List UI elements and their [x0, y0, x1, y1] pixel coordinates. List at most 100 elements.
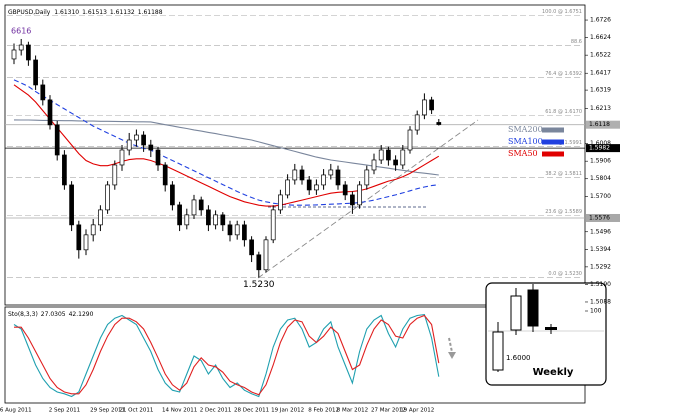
inset-body [492, 331, 504, 371]
weekly-inset: 1.6000 Weekly [485, 282, 607, 386]
candle-body [422, 99, 427, 116]
x-tick-label: 8 Feb 2012 [308, 408, 339, 414]
candle-body [47, 99, 53, 126]
candle-body [162, 164, 168, 186]
candle-body [386, 149, 391, 161]
candle-body [40, 84, 46, 101]
fib-label: 88.6 [571, 39, 582, 45]
candle-body [357, 184, 362, 206]
y-tick-label: 1.5496 [590, 228, 611, 235]
indicator-value: 27.0305 [41, 311, 66, 318]
y-tick-label: 1.5804 [590, 175, 611, 182]
candle-body [134, 134, 139, 141]
candle-body [26, 44, 31, 61]
arrow [448, 337, 453, 353]
candle-body [105, 184, 110, 211]
candle-body [148, 144, 154, 151]
price-panel [4, 4, 586, 306]
candle-body [98, 209, 103, 226]
inset-title: Weekly [533, 367, 574, 378]
candle-body [292, 169, 298, 181]
y-tick-label: 1.5088 [590, 298, 611, 305]
candle-body [429, 99, 434, 111]
candle-body [371, 159, 377, 171]
ohlc: 1.61310 [54, 9, 79, 16]
candle-body [321, 174, 326, 186]
candle-body [278, 194, 283, 211]
candle-body [335, 169, 341, 186]
candle-body [213, 214, 218, 226]
y-tick-label: 1.6417 [590, 70, 611, 77]
arrow-head [448, 352, 456, 359]
candle-body [90, 224, 96, 236]
stoch-header: Sto(8,3,3) 27.0305 42.1290 [8, 311, 94, 318]
y-tick-label: 1.5292 [590, 263, 611, 270]
candle-body [350, 194, 355, 206]
candle-body [263, 239, 269, 271]
fib-label: 38.2 @ 1.5811 [545, 171, 582, 177]
candle-body [62, 154, 67, 186]
x-tick-label: 8 Mar 2012 [337, 408, 368, 414]
fib-label: 76.4 @ 1.6392 [545, 71, 582, 77]
candle-body [393, 159, 398, 166]
candle-body [328, 169, 334, 176]
ohlc: 1.61513 [82, 9, 107, 16]
indicator: Sto(8,3,3) [8, 311, 38, 318]
series-line [13, 313, 440, 398]
legend-swatch [542, 139, 564, 145]
candle-body [364, 169, 370, 186]
ohlc: 1.61132 [110, 9, 135, 16]
inset-body [545, 327, 557, 330]
x-tick-label: 19 Jan 2012 [271, 408, 304, 414]
candle-body [227, 224, 233, 236]
candle-body [141, 134, 146, 146]
fib-label: 23.6 @ 1.5589 [545, 209, 582, 215]
candle-body [184, 214, 190, 226]
candle-body [191, 199, 197, 216]
trend-line [257, 119, 479, 279]
fib-label: 61.8 @ 1.6170 [545, 109, 582, 115]
series-line [13, 79, 439, 206]
price-box [586, 213, 620, 222]
legend-swatch [542, 151, 564, 157]
y-tick-label: 1.5394 [590, 246, 611, 253]
legend-swatch [542, 127, 564, 133]
series-line [13, 84, 440, 207]
x-tick-label: 16 Aug 2011 [0, 408, 32, 414]
inset-body [527, 289, 539, 327]
fib-label: 100.0 @ 1.6751 [542, 9, 582, 15]
x-tick-label: 14 Nov 2011 [162, 408, 197, 414]
candle-body [249, 239, 254, 256]
y-tick-label: 1.6522 [590, 52, 611, 59]
y-tick-label: 1.6213 [590, 105, 611, 112]
candle-body [270, 209, 276, 241]
candle-body [112, 164, 118, 186]
legend-label: SMA50 [508, 149, 538, 158]
candle-body [285, 179, 290, 196]
candle-body [33, 59, 38, 86]
series-line [14, 314, 440, 396]
candle-body [126, 139, 132, 151]
inset-body [510, 295, 522, 331]
candle-body [220, 214, 226, 226]
candle-body [378, 149, 384, 161]
x-tick-label: 27 Mar 2012 [371, 408, 406, 414]
fib-label: 0.0 @ 1.5230 [548, 271, 582, 277]
candle-body [177, 204, 182, 226]
x-tick-label: 2 Sep 2011 [49, 408, 80, 414]
y-tick-label: 100 [590, 308, 602, 315]
annotation: 6616 [11, 26, 31, 35]
y-tick-label: 1.6008 [590, 140, 611, 147]
x-tick-label: 28 Dec 2011 [234, 408, 269, 414]
chart-header: GBPUSD,Daily 1.61310 1.61513 1.61132 1.61188 [8, 9, 163, 16]
candle-body [299, 169, 305, 181]
symbol: GBPUSD,Daily [8, 9, 51, 16]
candle-body [18, 44, 24, 51]
candle-body [306, 179, 312, 191]
price-box [586, 144, 620, 153]
candle-body [400, 149, 406, 166]
candle-body [170, 184, 175, 206]
candle-body [76, 224, 82, 251]
price-box-label: 1.5576 [589, 214, 610, 221]
